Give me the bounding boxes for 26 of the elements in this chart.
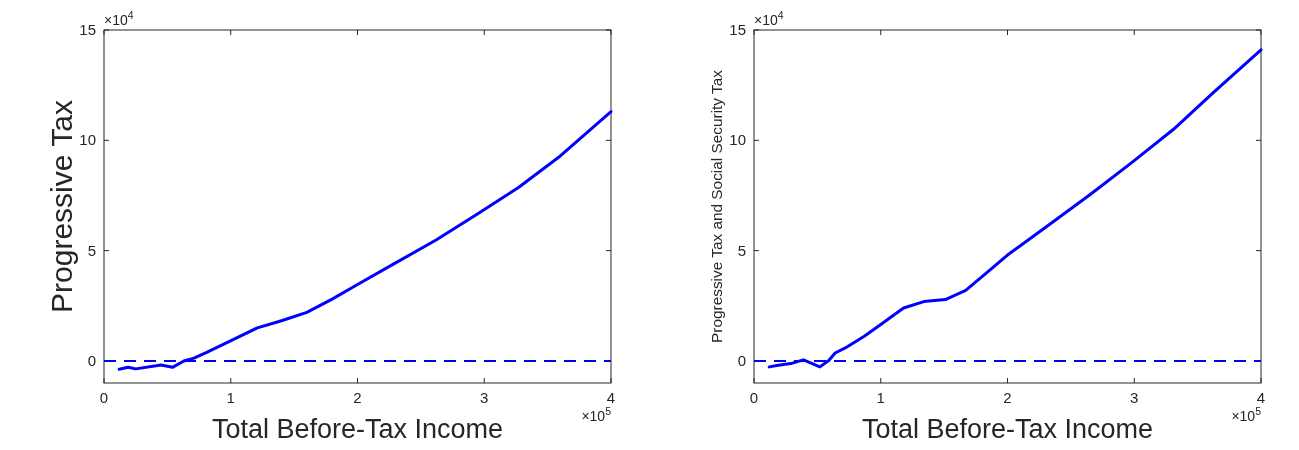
text: ×10$^{5}$	[1231, 405, 1262, 424]
text: ×10$^{4}$	[754, 9, 784, 28]
x-tick-label: 1	[226, 389, 235, 406]
x-tick-label: 0	[749, 389, 759, 406]
y-axis-title: Progressive Tax and Social Security Tax	[708, 69, 725, 343]
y-tick-label: 10	[79, 131, 96, 149]
y-tick-label: 10	[729, 131, 746, 149]
x-tick-label: 4	[1256, 389, 1266, 406]
x-tick-label: 3	[480, 389, 489, 406]
x-tick-label: 0	[99, 389, 109, 406]
x-tick-label: 3	[1130, 389, 1139, 406]
y-tick-label: 0	[737, 351, 746, 369]
x-tick-label: 4	[606, 389, 616, 406]
text: ×10$^{4}$	[104, 9, 134, 28]
y-axis-title: Progressive Tax	[45, 100, 78, 313]
y-tick-label: 5	[737, 241, 746, 259]
y-tick-label: 15	[79, 21, 96, 38]
x-tick-label: 2	[1003, 389, 1012, 406]
x-tick-label: 1	[876, 389, 885, 406]
x-axis-title: Total Before-Tax Income	[211, 414, 504, 444]
x-axis-title: Total Before-Tax Income	[861, 414, 1154, 444]
y-tick-label: 15	[729, 21, 746, 38]
x-tick-label: 2	[353, 389, 362, 406]
y-tick-label: 5	[87, 241, 96, 259]
text: ×10$^{5}$	[581, 405, 612, 424]
y-tick-label: 0	[87, 351, 96, 369]
